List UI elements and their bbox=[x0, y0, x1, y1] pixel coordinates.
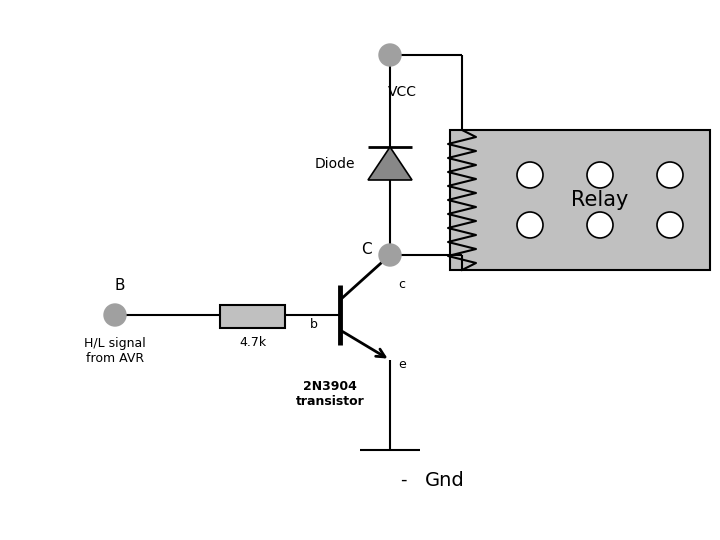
Bar bbox=[220, 305, 285, 328]
Circle shape bbox=[587, 162, 613, 188]
Circle shape bbox=[657, 212, 683, 238]
Text: 2N3904
transistor: 2N3904 transistor bbox=[296, 380, 364, 408]
Circle shape bbox=[657, 162, 683, 188]
Text: Diode: Diode bbox=[315, 157, 355, 171]
Text: c: c bbox=[398, 279, 405, 292]
Text: C: C bbox=[361, 242, 372, 258]
Bar bbox=[450, 130, 710, 270]
Text: Relay: Relay bbox=[571, 190, 629, 210]
Text: e: e bbox=[398, 359, 406, 372]
Circle shape bbox=[517, 212, 543, 238]
Text: B: B bbox=[114, 278, 125, 293]
Polygon shape bbox=[368, 147, 412, 180]
Text: 4.7k: 4.7k bbox=[239, 336, 266, 349]
Text: Gnd: Gnd bbox=[425, 470, 464, 489]
Text: H/L signal
from AVR: H/L signal from AVR bbox=[84, 337, 146, 365]
Text: b: b bbox=[310, 319, 318, 332]
Text: R: R bbox=[248, 309, 257, 323]
Circle shape bbox=[104, 304, 126, 326]
Text: VCC: VCC bbox=[387, 85, 416, 99]
Circle shape bbox=[379, 44, 401, 66]
Text: -: - bbox=[400, 471, 407, 489]
Circle shape bbox=[517, 162, 543, 188]
Circle shape bbox=[379, 244, 401, 266]
Circle shape bbox=[587, 212, 613, 238]
